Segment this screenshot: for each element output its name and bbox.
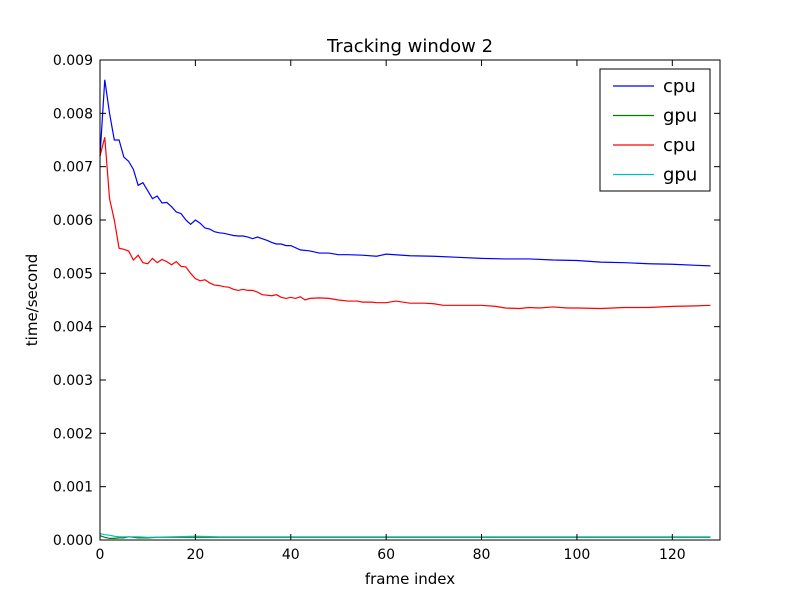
legend: cpu gpu cpu gpu (599, 68, 711, 192)
legend-label: gpu (663, 165, 697, 186)
x-axis-label: frame index (365, 570, 455, 588)
y-tick-label: 0.005 (53, 266, 93, 282)
y-tick-label: 0.002 (53, 426, 93, 442)
chart-title: Tracking window 2 (326, 36, 493, 57)
series-line-0-cpu (99, 79, 711, 267)
x-tick-label: 100 (564, 547, 591, 563)
x-tick-label: 80 (473, 547, 491, 563)
y-tick-label: 0.004 (53, 320, 93, 336)
y-tick-label: 0.008 (53, 106, 93, 122)
plot-frame (99, 59, 721, 541)
series-line-3-gpu (99, 533, 711, 538)
y-tick-label: 0.006 (53, 213, 93, 229)
legend-box (599, 68, 711, 192)
y-tick-label: 0.007 (53, 160, 93, 176)
ticks-layer: 0 20 40 60 80 100 120 0.000 0.001 0.002 0.003 0.004… (53, 53, 720, 563)
y-tick-label: 0.001 (53, 480, 93, 496)
series-line-2-cpu (99, 137, 711, 310)
legend-label: gpu (663, 106, 697, 127)
legend-label: cpu (663, 135, 696, 156)
x-tick-label: 20 (186, 547, 204, 563)
y-tick-label: 0.003 (53, 373, 93, 389)
y-axis-label: time/second (23, 254, 41, 346)
x-tick-label: 0 (96, 547, 105, 563)
y-tick-label: 0.009 (53, 53, 93, 69)
legend-label: cpu (663, 76, 696, 97)
x-tick-label: 60 (377, 547, 395, 563)
y-tick-label: 0.000 (53, 533, 93, 549)
x-tick-label: 120 (659, 547, 686, 563)
x-tick-label: 40 (282, 547, 300, 563)
series-layer (99, 79, 711, 540)
